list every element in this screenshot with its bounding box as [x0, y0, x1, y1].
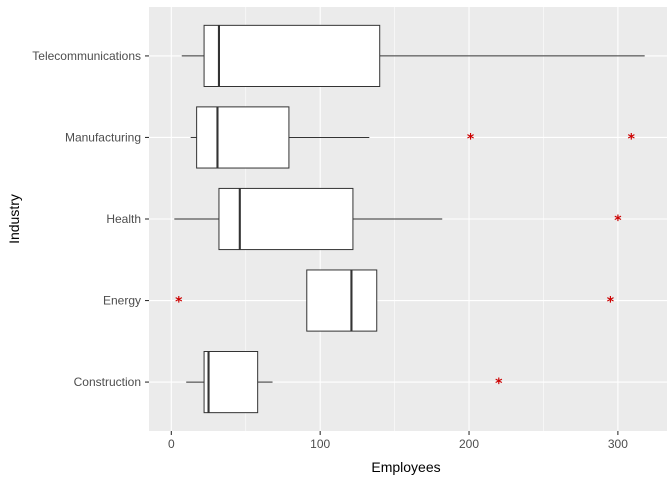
- iqr-box: [218, 187, 354, 251]
- x-axis-title: Employees: [371, 459, 440, 475]
- outlier-point: *: [614, 213, 622, 229]
- x-tick-label: 0: [168, 437, 175, 451]
- x-tick-label: 100: [310, 437, 330, 451]
- box-series: ** *** *: [174, 24, 645, 414]
- y-tick-label: Telecommunications: [32, 49, 141, 63]
- outlier-point: *: [607, 295, 615, 311]
- x-tick-label: 300: [608, 437, 628, 451]
- box-telecommunications: [181, 24, 645, 87]
- x-axis-ticks: 0 100 200 300: [168, 431, 628, 451]
- iqr-box: [203, 24, 381, 87]
- y-tick-label: Energy: [103, 294, 141, 308]
- box-energy: * *: [175, 269, 615, 332]
- iqr-box: [306, 269, 378, 332]
- y-tick-label: Manufacturing: [65, 130, 141, 144]
- box-construction: *: [186, 351, 503, 414]
- box-health: *: [174, 187, 622, 251]
- outlier-point: *: [628, 131, 636, 147]
- y-axis-ticks: Construction Energy Health Manufacturing Tel…: [32, 49, 149, 389]
- x-tick-label: 200: [459, 437, 479, 451]
- iqr-box: [203, 351, 259, 414]
- y-tick-label: Health: [106, 212, 141, 226]
- iqr-box: [196, 106, 290, 169]
- outlier-point: *: [495, 376, 503, 392]
- outlier-point: *: [175, 295, 183, 311]
- box-manufacturing: * *: [190, 106, 636, 169]
- outlier-point: *: [467, 131, 475, 147]
- y-tick-label: Construction: [74, 375, 141, 389]
- y-axis-title: Industry: [6, 194, 22, 244]
